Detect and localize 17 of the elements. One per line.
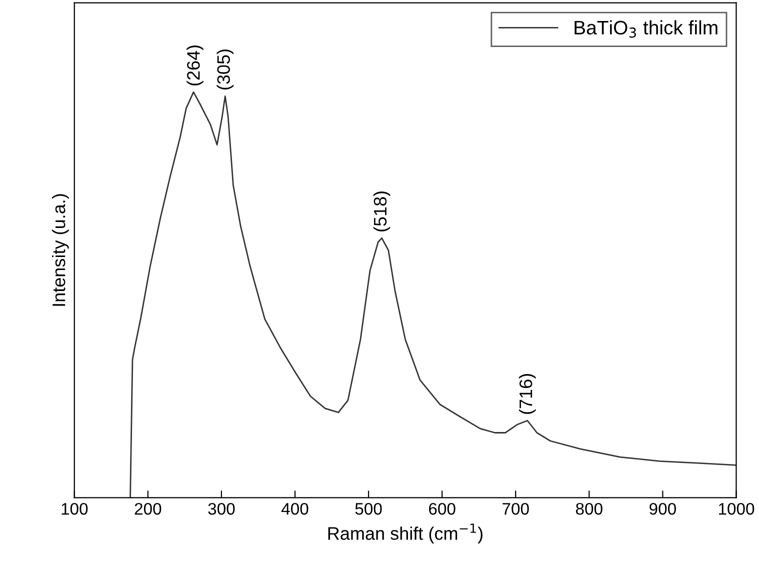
x-axis-title: Raman shift (cm$^{−1}$): [328, 524, 482, 544]
annotation: (518): [373, 192, 390, 232]
x-tick-label: 1000: [718, 502, 754, 515]
x-tick-label: 400: [281, 502, 308, 515]
annotation: (716): [518, 374, 536, 414]
x-tick-label: 700: [502, 502, 529, 515]
x-tick-label: 900: [650, 502, 676, 515]
x-tick-label: 800: [576, 502, 602, 515]
x-tick-label: 600: [429, 502, 456, 515]
legend-label: BaTiO$_{3}$ thick film: [574, 20, 718, 38]
annotation: (305): [216, 50, 234, 90]
y-axis-title: Intensity (u.a.): [52, 194, 69, 306]
x-tick-label: 300: [208, 502, 235, 515]
x-tick-label: 500: [355, 502, 382, 515]
annotation: (264): [186, 46, 204, 86]
x-tick-label: 200: [134, 502, 162, 515]
x-tick-label: 100: [62, 502, 88, 515]
